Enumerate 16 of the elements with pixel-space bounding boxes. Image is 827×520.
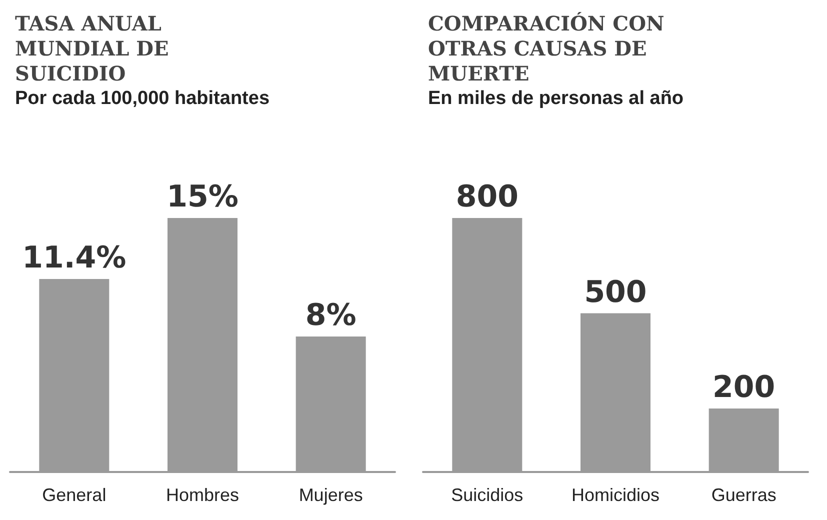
data-label: 500: [584, 274, 647, 310]
chart-title: COMPARACIÓN CON OTRAS CAUSAS DE MUERTE: [428, 12, 672, 86]
data-label: 200: [712, 370, 776, 405]
x-tick-label: Homicidios: [571, 485, 660, 505]
x-tick-label: Suicidios: [451, 485, 524, 505]
x-tick-label: Guerras: [711, 485, 776, 505]
data-label: 15%: [166, 180, 238, 214]
data-label: 800: [456, 180, 518, 214]
x-tick-label: Mujeres: [298, 485, 363, 505]
data-label: 11.4%: [22, 240, 126, 276]
chart-subtitle: Por cada 100,000 habitantes: [15, 88, 270, 109]
x-tick-label: Hombres: [166, 485, 240, 505]
chart-subtitle: En miles de personas al año: [428, 88, 684, 109]
x-tick-label: General: [42, 485, 106, 505]
chart-title: TASA ANUAL MUNDIAL DE SUICIDIO: [15, 12, 176, 86]
data-label: 8%: [305, 298, 356, 334]
